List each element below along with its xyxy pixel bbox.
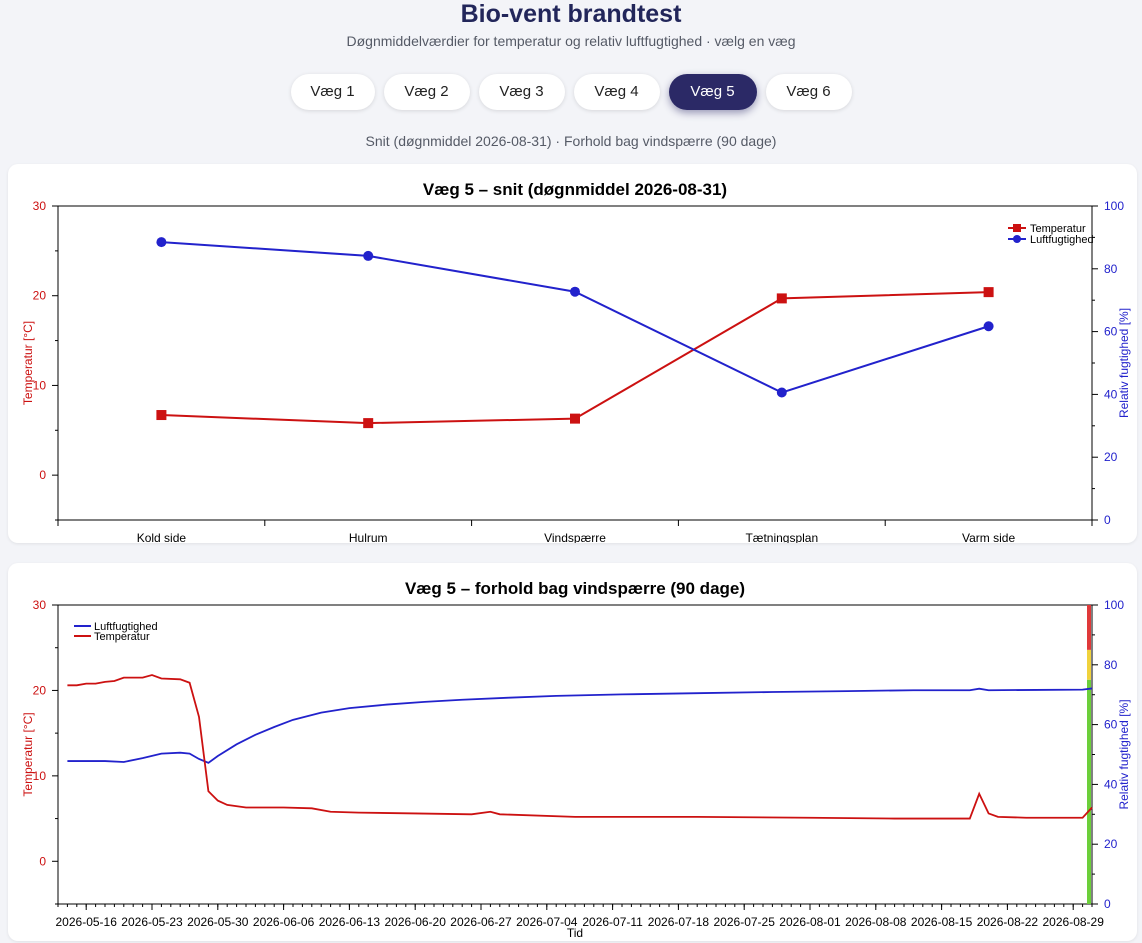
x-tick-label: 2026-06-27 xyxy=(450,915,512,929)
tab-vaeg-4[interactable]: Væg 4 xyxy=(573,74,660,110)
section-chart-card: Væg 5 – snit (døgnmiddel 2026-08-31) 0 10 2… xyxy=(8,164,1137,543)
tab-vaeg-3[interactable]: Væg 3 xyxy=(478,74,565,110)
x-tick-label: 2026-07-25 xyxy=(714,915,776,929)
x-tick-label: Varm side xyxy=(962,531,1015,543)
x-tick-label: Tætningsplan xyxy=(745,531,818,543)
tab-vaeg-1[interactable]: Væg 1 xyxy=(290,74,375,110)
x-tick-label: Kold side xyxy=(137,531,187,543)
humidity-point xyxy=(363,250,374,261)
humidity-point xyxy=(156,237,167,248)
y-tick-label: 10 xyxy=(33,769,47,783)
y2-tick-label: 40 xyxy=(1104,387,1118,401)
tab-vaeg-6[interactable]: Væg 6 xyxy=(765,74,852,110)
humidity-risk-band xyxy=(1087,649,1091,680)
x-tick-label: 2026-06-20 xyxy=(385,915,447,929)
x-tick-label: 2026-08-22 xyxy=(977,915,1039,929)
y2-tick-label: 100 xyxy=(1104,598,1124,612)
page-title: Bio-vent brandtest xyxy=(460,0,682,28)
plot-frame xyxy=(57,205,1093,521)
section-chart: Væg 5 – snit (døgnmiddel 2026-08-31) 0 10 2… xyxy=(21,180,1131,543)
x-tick-label: 2026-05-23 xyxy=(121,915,183,929)
y-tick-label: 0 xyxy=(39,854,46,868)
temperature-point xyxy=(776,293,787,304)
temperature-point xyxy=(983,287,994,298)
x-tick-label: 2026-06-13 xyxy=(319,915,381,929)
humidity-point xyxy=(776,387,787,398)
y2-tick-label: 100 xyxy=(1104,199,1124,213)
x-axis-label: Tid xyxy=(567,926,583,940)
y2-tick-label: 20 xyxy=(1104,450,1118,464)
y2-axis-label: Relativ fugtighed [%] xyxy=(1117,699,1131,809)
chart-title: Væg 5 – forhold bag vindspærre (90 dage) xyxy=(405,579,745,598)
y-tick-label: 10 xyxy=(33,378,47,392)
tab-vaeg-5[interactable]: Væg 5 xyxy=(668,74,757,110)
y2-tick-label: 60 xyxy=(1104,325,1118,339)
temperature-point xyxy=(156,410,167,421)
legend-entry: Luftfugtighed xyxy=(1030,234,1094,246)
x-tick-label: 2026-08-29 xyxy=(1043,915,1105,929)
x-tick-label: Vindspærre xyxy=(544,531,606,543)
info-text: Snit (døgnmiddel 2026-08-31) · Forhold b… xyxy=(365,133,777,149)
x-tick-label: 2026-07-04 xyxy=(516,915,578,929)
y2-tick-label: 20 xyxy=(1104,837,1118,851)
humidity-point xyxy=(570,286,580,297)
y2-tick-label: 60 xyxy=(1104,718,1118,732)
x-tick-label: 2026-07-11 xyxy=(582,915,643,929)
y-tick-label: 20 xyxy=(33,289,47,303)
series-line xyxy=(161,241,989,394)
y2-tick-label: 0 xyxy=(1104,513,1111,527)
y-tick-label: 0 xyxy=(39,468,46,482)
timeseries-chart: Væg 5 – forhold bag vindspærre (90 dage)… xyxy=(21,579,1131,940)
y-tick-label: 30 xyxy=(33,199,47,213)
timeseries-chart-card: Væg 5 – forhold bag vindspærre (90 dage)… xyxy=(8,563,1137,941)
wall-tabs: Væg 1 Væg 2 Væg 3 Væg 4 Væg 5 Væg 6 xyxy=(0,74,1142,110)
y-tick-label: 20 xyxy=(33,683,47,697)
x-tick-label: 2026-08-01 xyxy=(779,915,841,929)
temperature-point xyxy=(363,418,374,429)
temperature-point xyxy=(570,413,580,424)
plot-frame xyxy=(57,604,1093,905)
humidity-risk-band xyxy=(1087,605,1091,650)
page-subtitle: Døgnmiddelværdier for temperatur og rela… xyxy=(346,33,796,49)
y-axis-label: Temperatur [°C] xyxy=(21,712,35,796)
x-tick-label: 2026-08-08 xyxy=(845,915,907,929)
legend-square-marker xyxy=(1013,224,1021,232)
legend-entry: Temperatur xyxy=(1030,223,1086,235)
x-tick-label: 2026-06-06 xyxy=(253,915,315,929)
y2-tick-label: 80 xyxy=(1104,658,1118,672)
y2-tick-label: 80 xyxy=(1104,262,1118,276)
y2-axis-label: Relativ fugtighed [%] xyxy=(1117,308,1131,418)
x-tick-label: 2026-05-16 xyxy=(56,915,118,929)
legend-circle-marker xyxy=(1013,235,1021,243)
temperature-line xyxy=(67,674,1093,820)
y-tick-label: 30 xyxy=(33,598,47,612)
x-tick-label: Hulrum xyxy=(349,531,388,543)
humidity-risk-band xyxy=(1087,679,1091,904)
chart-title: Væg 5 – snit (døgnmiddel 2026-08-31) xyxy=(423,180,727,199)
y2-tick-label: 40 xyxy=(1104,777,1118,791)
x-tick-label: 2026-05-30 xyxy=(187,915,249,929)
series-line xyxy=(161,291,989,425)
y2-tick-label: 0 xyxy=(1104,897,1111,911)
tab-vaeg-2[interactable]: Væg 2 xyxy=(383,74,470,110)
x-tick-label: 2026-07-18 xyxy=(648,915,710,929)
legend-entry: Luftfugtighed xyxy=(94,621,158,633)
legend-entry: Temperatur xyxy=(94,631,150,643)
humidity-line xyxy=(67,687,1093,764)
x-tick-label: 2026-08-15 xyxy=(911,915,973,929)
y-axis-label: Temperatur [°C] xyxy=(21,321,35,405)
humidity-point xyxy=(983,321,994,332)
